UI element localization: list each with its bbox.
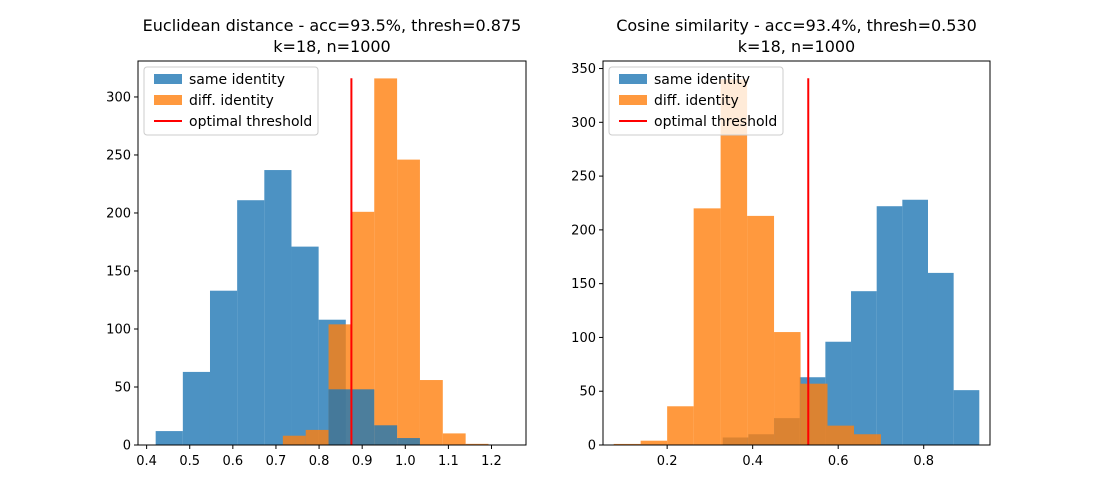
histogram-bar <box>640 440 668 445</box>
histogram-bar <box>800 383 828 445</box>
cosine-similarity-panel: Cosine similarity - acc=93.4%, thresh=0.… <box>571 16 991 469</box>
chart-subtitle: k=18, n=1000 <box>273 37 390 56</box>
y-tick-label: 100 <box>571 331 596 346</box>
x-tick-label: 1.0 <box>395 454 416 469</box>
histogram-bars <box>613 79 980 446</box>
legend-label-optimal-threshold: optimal threshold <box>189 114 312 130</box>
legend-swatch-same-identity <box>154 74 182 84</box>
y-tick-label: 50 <box>114 380 131 395</box>
legend-swatch-diff-identity <box>154 95 182 105</box>
histogram-bar <box>442 433 466 445</box>
legend-swatch-same-identity <box>619 74 647 84</box>
histogram-bar <box>374 425 398 445</box>
x-tick-label: 0.9 <box>352 454 373 469</box>
histogram-bar <box>328 389 352 445</box>
histogram-bar <box>774 332 801 445</box>
axes-frame <box>602 60 991 446</box>
histogram-bar <box>237 200 265 445</box>
histogram-bar <box>351 389 375 445</box>
x-tick-label: 0.2 <box>657 454 678 469</box>
x-tick-label: 0.5 <box>179 454 200 469</box>
x-tick-label: 0.7 <box>266 454 287 469</box>
histogram-bar <box>155 431 183 445</box>
legend-box <box>143 66 319 136</box>
legend-label-diff-identity: diff. identity <box>654 93 739 109</box>
legend-swatch-diff-identity <box>619 95 647 105</box>
x-tick-label: 0.4 <box>742 454 763 469</box>
x-tick-label: 1.2 <box>481 454 502 469</box>
histogram-bar <box>305 429 329 445</box>
histogram-bar <box>613 443 641 445</box>
y-tick-label: 300 <box>571 116 596 131</box>
histogram-bar <box>667 406 694 445</box>
histogram-bar <box>397 438 420 445</box>
histogram-bar <box>182 371 210 445</box>
x-tick-label: 0.8 <box>309 454 330 469</box>
histogram-bar <box>351 211 375 445</box>
histogram-bar <box>876 206 903 445</box>
legend-label-optimal-threshold: optimal threshold <box>654 114 777 130</box>
y-tick-label: 50 <box>579 385 596 400</box>
y-tick-label: 0 <box>588 439 596 454</box>
axes: 0.2 0.4 0.6 0.8 0 50 100 150 200 250 300 350 <box>571 60 991 469</box>
histogram-bar <box>264 170 292 445</box>
y-tick-label: 150 <box>106 264 131 279</box>
y-tick-label: 300 <box>106 90 131 105</box>
axes-frame <box>137 60 527 446</box>
histogram-bar <box>419 380 443 445</box>
x-tick-label: 0.8 <box>913 454 934 469</box>
x-tick-label: 0.6 <box>828 454 849 469</box>
y-tick-label: 0 <box>123 439 131 454</box>
y-tick-label: 200 <box>571 223 596 238</box>
histogram-bar <box>209 290 238 445</box>
histogram-bar <box>291 246 319 445</box>
y-tick-label: 200 <box>106 206 131 221</box>
histogram-bar <box>720 79 748 446</box>
legend-label-diff-identity: diff. identity <box>189 93 274 109</box>
legend: same identity diff. identity optimal thr… <box>143 66 319 136</box>
histogram-bar <box>902 199 928 445</box>
histogram-bar <box>851 291 877 445</box>
y-tick-label: 250 <box>106 148 131 163</box>
axes: 0.4 0.5 0.6 0.7 0.8 0.9 1.0 1.1 1.2 0 50 100 150 200 2… <box>106 60 527 469</box>
legend-label-same-identity: same identity <box>654 72 750 88</box>
histogram-bar <box>854 434 881 445</box>
histogram-bar <box>465 443 489 445</box>
histogram-bars <box>155 78 489 446</box>
y-tick-label: 100 <box>106 322 131 337</box>
histogram-bar <box>282 435 306 445</box>
legend: same identity diff. identity optimal thr… <box>608 66 784 136</box>
histogram-bar <box>747 215 775 445</box>
x-tick-label: 0.6 <box>223 454 244 469</box>
histogram-bar <box>927 272 954 445</box>
y-tick-label: 250 <box>571 170 596 185</box>
x-tick-label: 0.4 <box>136 454 157 469</box>
chart-subtitle: k=18, n=1000 <box>738 37 855 56</box>
chart-title: Cosine similarity - acc=93.4%, thresh=0.… <box>616 16 977 35</box>
histogram-bar <box>953 390 980 445</box>
y-tick-label: 150 <box>571 277 596 292</box>
x-tick-label: 1.1 <box>438 454 459 469</box>
y-tick-label: 350 <box>571 62 596 77</box>
legend-box <box>608 66 784 136</box>
histogram-bar <box>693 208 721 445</box>
histogram-bar <box>827 425 855 445</box>
euclidean-distance-panel: Euclidean distance - acc=93.5%, thresh=0… <box>106 16 527 469</box>
histogram-bar <box>397 159 420 445</box>
legend-label-same-identity: same identity <box>189 72 285 88</box>
histogram-bar <box>374 78 398 446</box>
chart-title: Euclidean distance - acc=93.5%, thresh=0… <box>143 16 522 35</box>
